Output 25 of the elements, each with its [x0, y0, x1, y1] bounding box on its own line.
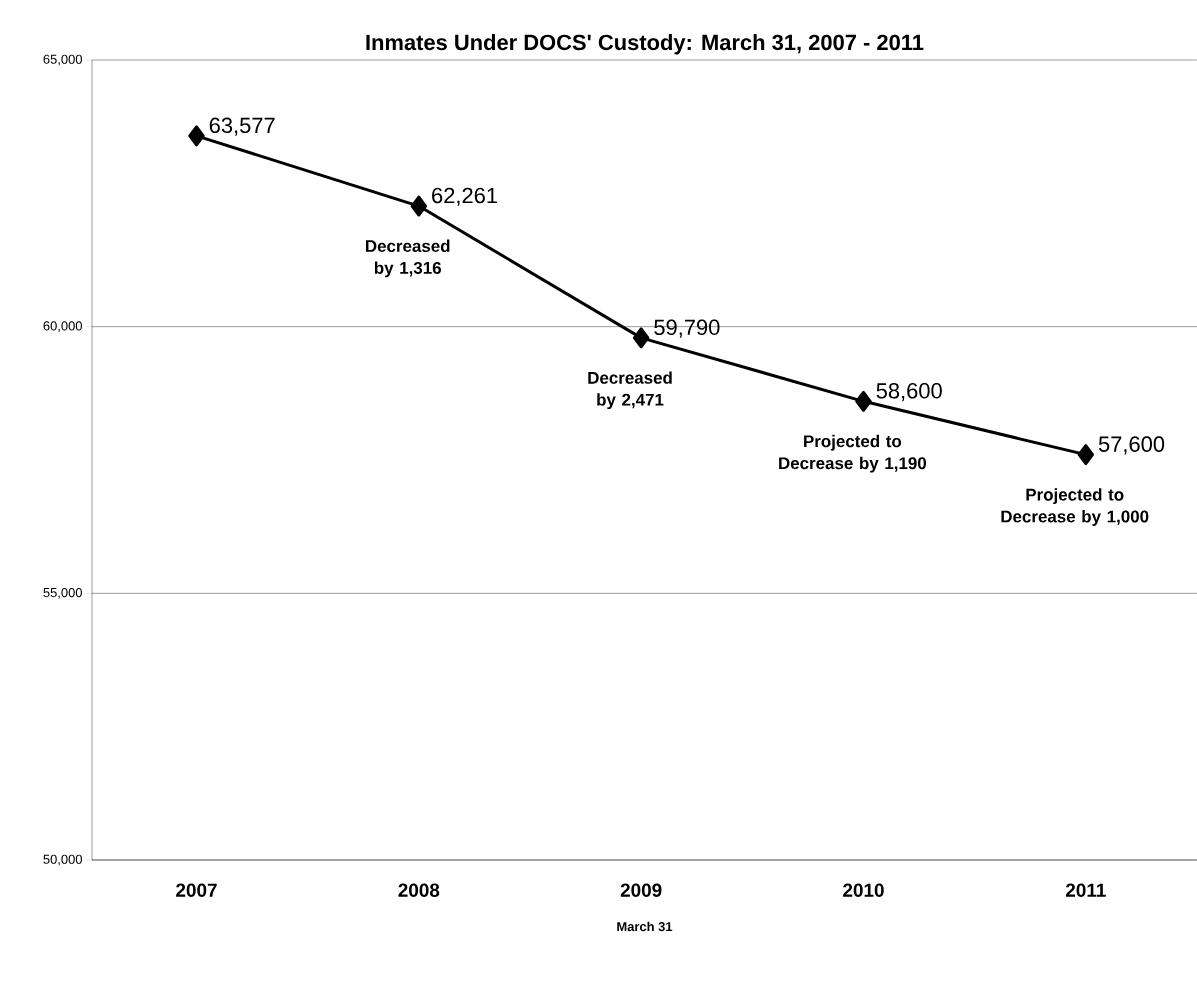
point — [855, 390, 872, 412]
y-tick-label: 60,000 — [43, 321, 82, 333]
y-tick-label: 55,000 — [43, 587, 82, 599]
x-tick-label: 2007 — [176, 883, 217, 897]
annotation: Decreased by 1,316 — [366, 239, 450, 278]
data-label: 59,790 — [654, 319, 720, 338]
data-label: 58,600 — [876, 383, 942, 402]
y-tick-label: 50,000 — [43, 854, 82, 866]
data-label: 63,577 — [209, 117, 275, 136]
annotation: Projected to Decrease by 1,190 — [779, 434, 927, 473]
x-tick-label: 2011 — [1065, 883, 1106, 897]
data-label: 57,600 — [1098, 436, 1165, 455]
y-tick-label: 65,000 — [43, 54, 82, 66]
chart-title: Inmates Under DOCS' Custody: March 31, 2007 - 2011 — [366, 34, 924, 55]
annotation: Projected to Decrease by 1,000 — [1001, 488, 1149, 526]
x-axis-title: March 31 — [617, 921, 673, 932]
x-tick-label: 2010 — [843, 883, 884, 897]
point — [1077, 444, 1095, 466]
x-tick-label: 2008 — [398, 883, 440, 897]
data-label: 62,261 — [432, 187, 497, 206]
point — [632, 327, 650, 349]
point — [188, 125, 205, 147]
annotation: Decreased by 2,471 — [588, 371, 672, 410]
point — [410, 195, 428, 217]
x-tick-label: 2009 — [620, 883, 662, 897]
